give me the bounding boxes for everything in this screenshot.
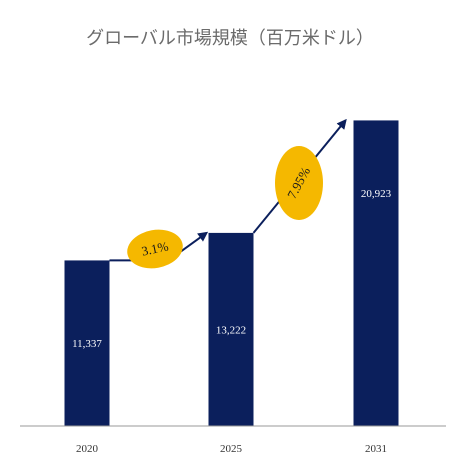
x-tick-label-2025: 2025	[220, 443, 243, 455]
chart-title: グローバル市場規模（百万米ドル）	[86, 28, 374, 49]
cagr-bubble-2020-2025	[127, 229, 183, 269]
value-label-2025: 13,222	[216, 324, 246, 336]
labels-group: 11,337 2020 13,222 2025 20,923 2031	[72, 188, 392, 455]
bars-group	[64, 120, 399, 427]
value-label-2031: 20,923	[361, 188, 392, 200]
cagr-bubble-2025-2031	[275, 146, 323, 220]
x-tick-label-2020: 2020	[76, 443, 99, 455]
x-tick-label-2031: 2031	[365, 443, 387, 455]
growth-arrows-group: 3.1%7.95%	[109, 118, 347, 269]
value-label-2020: 11,337	[72, 338, 102, 350]
bar-2020	[64, 260, 110, 426]
bar-2025	[208, 232, 254, 426]
cagr-label-2020-2025: 3.1%	[140, 238, 170, 258]
bar-2031	[353, 120, 399, 427]
